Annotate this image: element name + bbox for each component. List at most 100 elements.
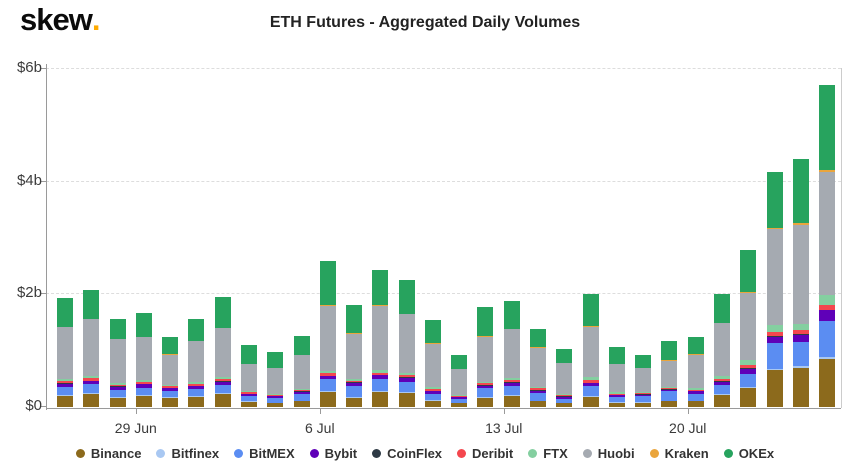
- bar-segment-huobi[interactable]: [109, 339, 126, 383]
- bar-segment-huobi[interactable]: [714, 323, 730, 377]
- bar-segment-ftx[interactable]: [503, 378, 520, 380]
- bar-segment-bitfinex[interactable]: [135, 394, 152, 396]
- bar-segment-bybit[interactable]: [530, 390, 547, 393]
- bar-segment-bitfinex[interactable]: [635, 401, 652, 403]
- bar-segment-okex[interactable]: [766, 171, 783, 228]
- bar[interactable]: [608, 347, 625, 407]
- bar-segment-coinflex[interactable]: [162, 387, 179, 389]
- bar[interactable]: [477, 307, 494, 407]
- bar-segment-bitmex[interactable]: [503, 385, 520, 396]
- bar-segment-kraken[interactable]: [346, 333, 363, 334]
- bar-segment-bitmex[interactable]: [240, 395, 257, 402]
- bar-segment-okex[interactable]: [57, 298, 73, 327]
- bar-segment-bitmex[interactable]: [188, 388, 205, 397]
- bar-segment-deribit[interactable]: [346, 380, 363, 383]
- bar-segment-bitfinex[interactable]: [740, 386, 757, 388]
- bar-segment-coinflex[interactable]: [608, 394, 625, 396]
- bar-segment-huobi[interactable]: [267, 368, 284, 394]
- bar[interactable]: [109, 319, 126, 407]
- bar[interactable]: [135, 313, 152, 407]
- bar[interactable]: [503, 301, 520, 407]
- bar-segment-coinflex[interactable]: [635, 394, 652, 395]
- bar-segment-coinflex[interactable]: [687, 390, 704, 392]
- bar-segment-binance[interactable]: [687, 401, 704, 407]
- bar-segment-kraken[interactable]: [608, 363, 625, 365]
- bar-segment-huobi[interactable]: [582, 326, 599, 378]
- bar-segment-bybit[interactable]: [451, 397, 468, 400]
- bar-segment-bybit[interactable]: [188, 386, 205, 389]
- bar-segment-okex[interactable]: [582, 293, 599, 326]
- bar-segment-kraken[interactable]: [687, 354, 704, 355]
- bar-segment-bybit[interactable]: [214, 381, 231, 386]
- legend-item-deribit[interactable]: Deribit: [457, 446, 513, 461]
- bar-segment-ftx[interactable]: [188, 382, 205, 384]
- bar-segment-deribit[interactable]: [57, 381, 73, 384]
- bar-segment-kraken[interactable]: [792, 223, 809, 225]
- bar-segment-bitmex[interactable]: [372, 379, 389, 391]
- bar[interactable]: [582, 293, 599, 407]
- bar-segment-ftx[interactable]: [57, 378, 73, 382]
- bar-segment-huobi[interactable]: [556, 363, 573, 395]
- bar-segment-bybit[interactable]: [661, 389, 678, 392]
- bar-segment-okex[interactable]: [188, 318, 205, 341]
- bar-segment-deribit[interactable]: [792, 329, 809, 335]
- bar-segment-ftx[interactable]: [135, 380, 152, 382]
- bar-segment-deribit[interactable]: [582, 380, 599, 383]
- bar-segment-deribit[interactable]: [740, 364, 757, 369]
- bar-segment-binance[interactable]: [740, 387, 757, 407]
- bar[interactable]: [57, 298, 73, 407]
- bar-segment-bitfinex[interactable]: [267, 402, 284, 404]
- bar-segment-bitfinex[interactable]: [608, 401, 625, 403]
- bar-segment-coinflex[interactable]: [109, 386, 126, 387]
- bar-segment-bitfinex[interactable]: [687, 400, 704, 402]
- bar-segment-huobi[interactable]: [687, 354, 704, 389]
- bar-segment-binance[interactable]: [83, 394, 100, 407]
- bar-segment-huobi[interactable]: [503, 329, 520, 379]
- bar-segment-ftx[interactable]: [162, 385, 179, 387]
- bar-segment-bitfinex[interactable]: [293, 400, 310, 402]
- bar-segment-coinflex[interactable]: [319, 375, 336, 377]
- bar-segment-okex[interactable]: [346, 304, 363, 334]
- bar-segment-huobi[interactable]: [372, 305, 389, 371]
- bar-segment-bybit[interactable]: [267, 396, 284, 399]
- bar-segment-huobi[interactable]: [214, 328, 231, 378]
- bar-segment-ftx[interactable]: [451, 394, 468, 396]
- bar-segment-huobi[interactable]: [477, 336, 494, 382]
- bar-segment-ftx[interactable]: [477, 381, 494, 384]
- bar-segment-binance[interactable]: [188, 397, 205, 407]
- bar-segment-bybit[interactable]: [503, 382, 520, 386]
- bar-segment-binance[interactable]: [109, 398, 126, 407]
- bar-segment-bitfinex[interactable]: [451, 402, 468, 404]
- legend-item-bitfinex[interactable]: Bitfinex: [156, 446, 219, 461]
- bar-segment-kraken[interactable]: [819, 170, 836, 173]
- bar-segment-bitfinex[interactable]: [530, 400, 547, 402]
- bar-segment-deribit[interactable]: [477, 383, 494, 386]
- bar-segment-okex[interactable]: [267, 352, 284, 368]
- bar-segment-huobi[interactable]: [240, 364, 257, 392]
- bar-segment-huobi[interactable]: [319, 305, 336, 371]
- bar-segment-huobi[interactable]: [819, 172, 836, 295]
- bar-segment-coinflex[interactable]: [477, 385, 494, 386]
- bar-segment-bybit[interactable]: [293, 391, 310, 395]
- bar-segment-binance[interactable]: [766, 370, 783, 407]
- bar-segment-bybit[interactable]: [346, 382, 363, 387]
- bar-segment-bitmex[interactable]: [792, 342, 809, 366]
- bar-segment-bitmex[interactable]: [477, 388, 494, 397]
- bar[interactable]: [714, 294, 730, 407]
- bar-segment-ftx[interactable]: [319, 371, 336, 373]
- bar-segment-kraken[interactable]: [556, 362, 573, 364]
- bar-segment-binance[interactable]: [530, 401, 547, 407]
- bar-segment-okex[interactable]: [162, 336, 179, 355]
- bar-segment-okex[interactable]: [503, 301, 520, 329]
- bar-segment-deribit[interactable]: [556, 395, 573, 397]
- bar-segment-bitfinex[interactable]: [582, 396, 599, 398]
- bar[interactable]: [214, 297, 231, 407]
- bar-segment-ftx[interactable]: [424, 387, 441, 390]
- legend-item-ftx[interactable]: FTX: [528, 446, 568, 461]
- bar-segment-ftx[interactable]: [608, 392, 625, 394]
- bar-segment-bitmex[interactable]: [214, 385, 231, 393]
- bar-segment-bitfinex[interactable]: [398, 391, 415, 393]
- bar-segment-bitfinex[interactable]: [162, 396, 179, 398]
- bar-segment-coinflex[interactable]: [372, 374, 389, 376]
- bar[interactable]: [319, 260, 336, 407]
